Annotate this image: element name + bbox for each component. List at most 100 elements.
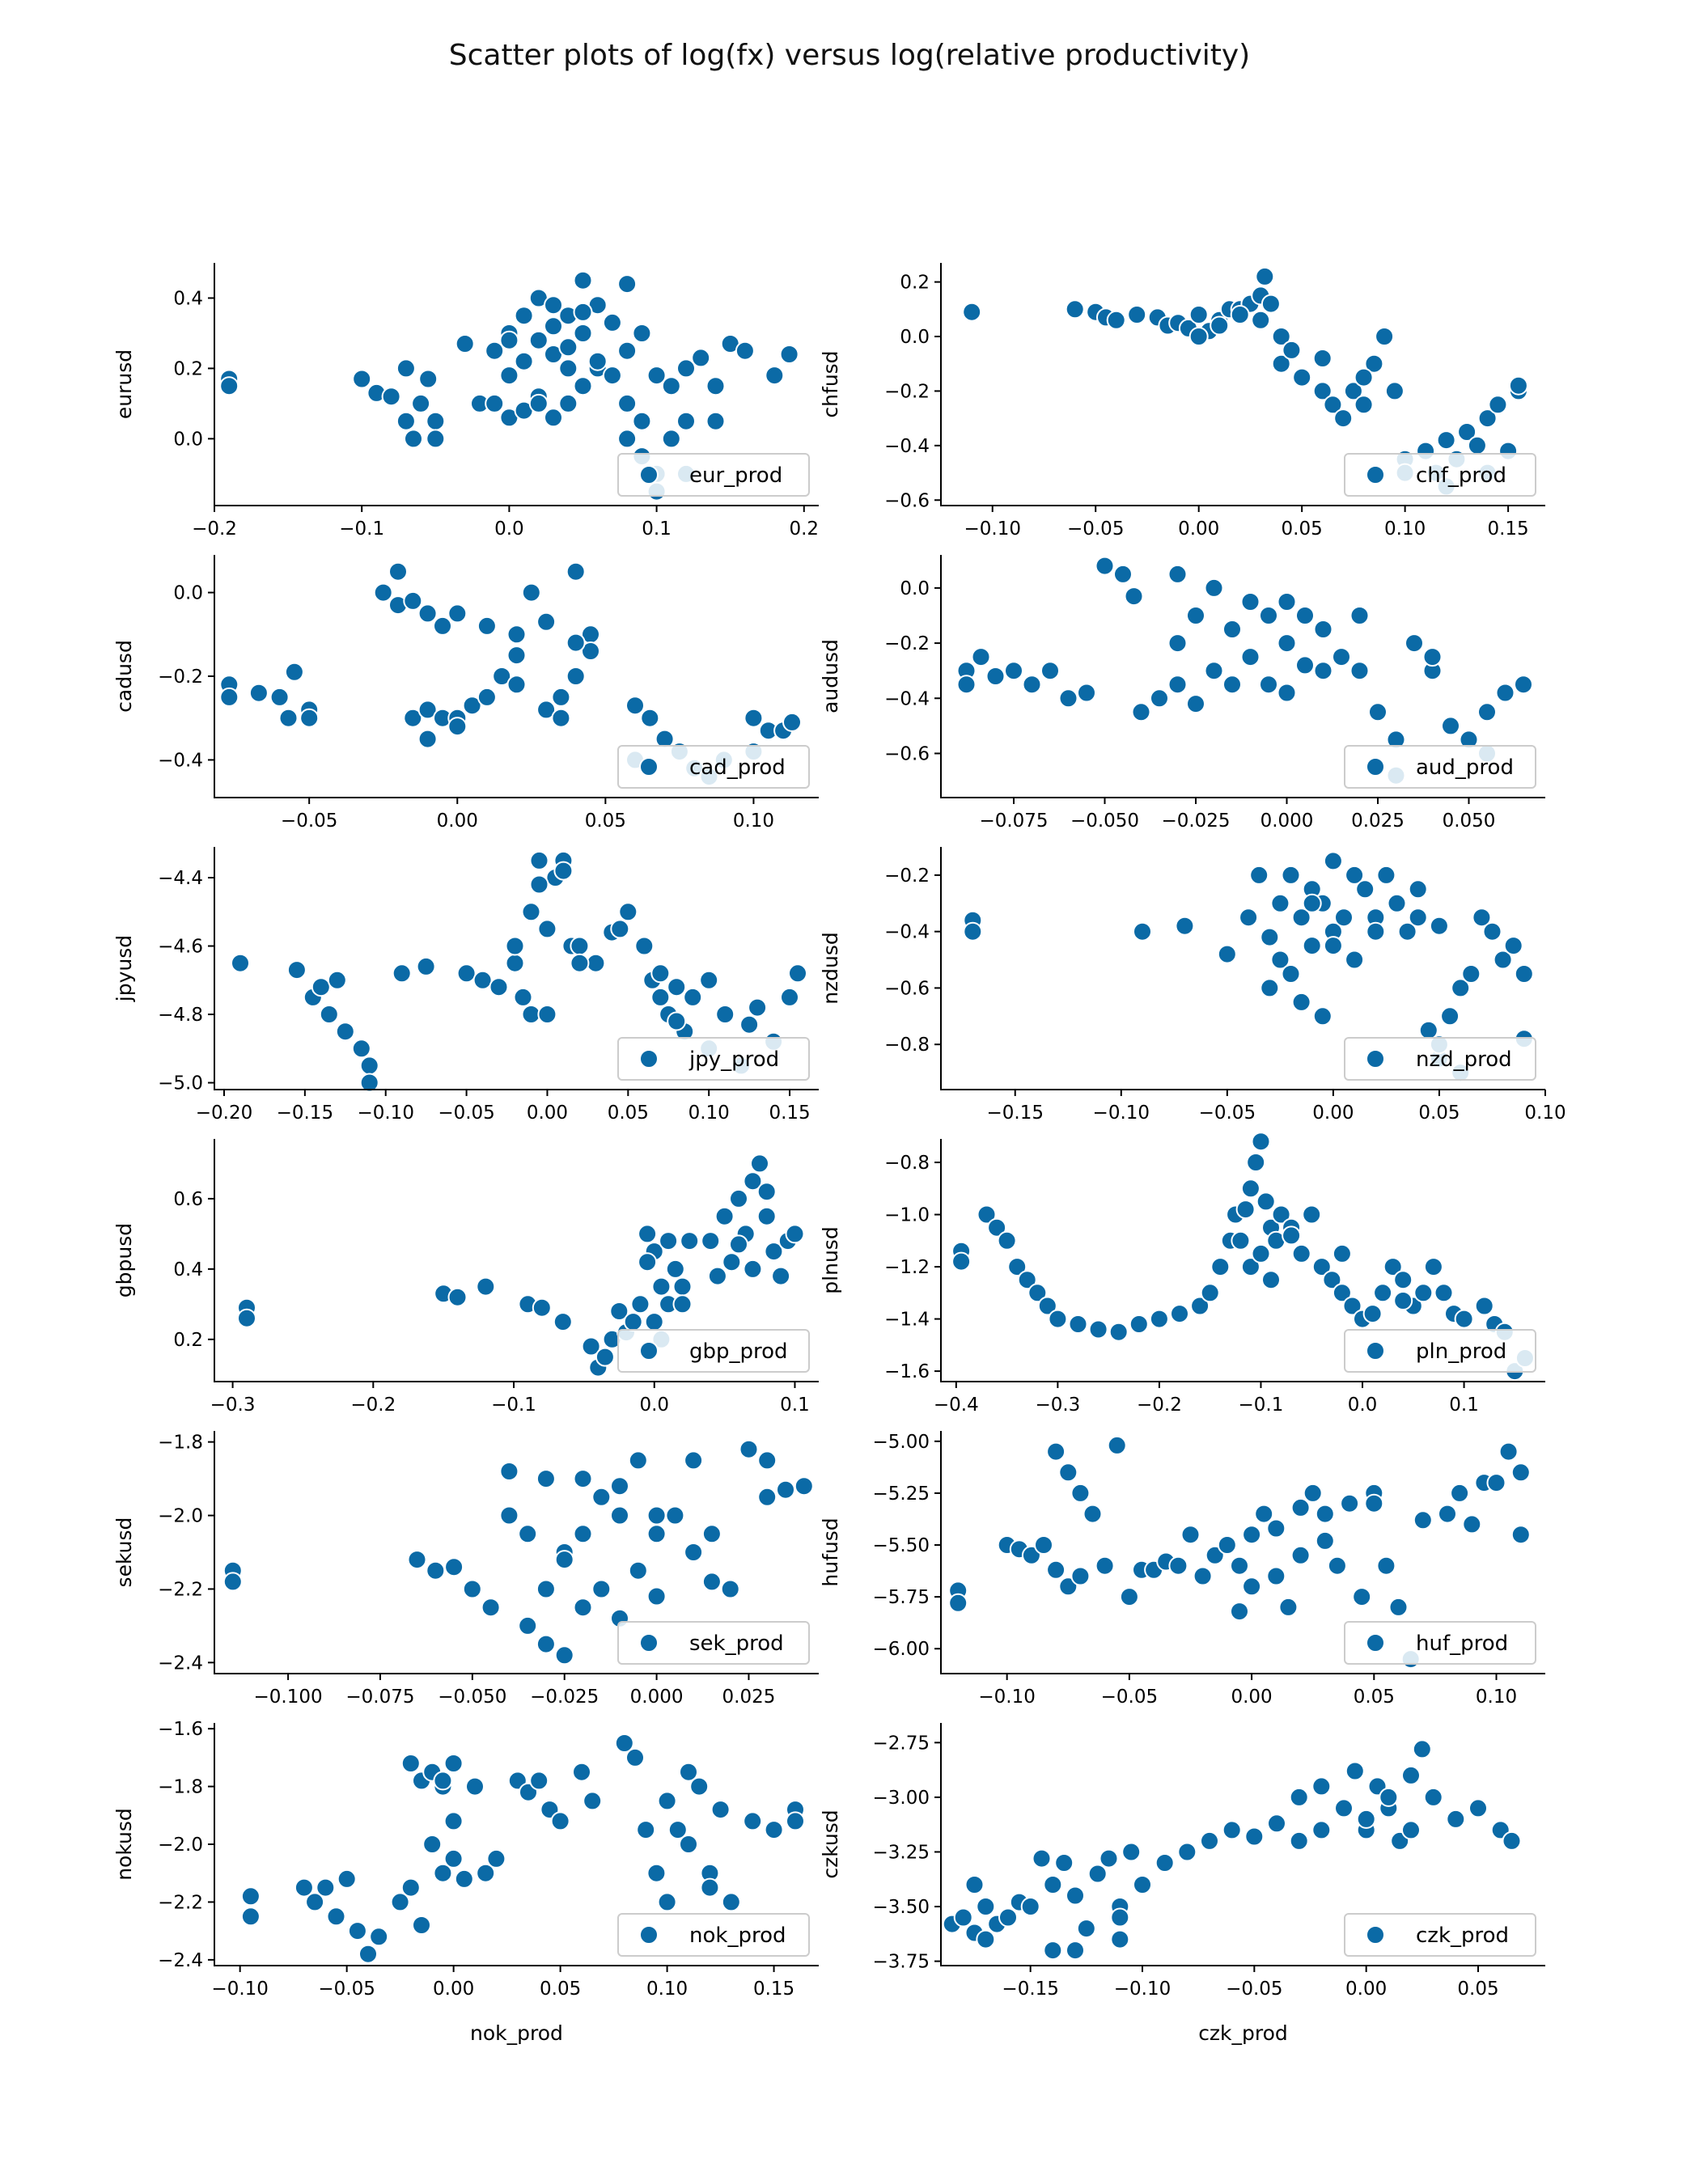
data-point bbox=[1066, 1886, 1085, 1906]
data-point bbox=[1333, 408, 1354, 429]
data-point bbox=[625, 696, 645, 716]
data-point bbox=[1510, 1462, 1531, 1483]
data-point bbox=[566, 667, 586, 686]
legend-label: nzd_prod bbox=[1416, 1048, 1512, 1072]
data-point bbox=[1222, 675, 1242, 695]
data-point bbox=[1434, 1283, 1454, 1303]
data-point bbox=[1095, 1555, 1115, 1576]
subplot-nzdusd: −0.15 −0.10 −0.05 0.00 0.05 0.10 −0.2 −0.4 −0.6 −… bbox=[819, 847, 1566, 1124]
data-point bbox=[1032, 1848, 1052, 1869]
y-tick-label: −1.8 bbox=[158, 1433, 203, 1454]
data-point bbox=[454, 1869, 474, 1889]
data-point bbox=[426, 411, 446, 431]
y-tick-label: −0.4 bbox=[884, 436, 930, 457]
legend-marker bbox=[1366, 757, 1385, 777]
y-tick-label: 0.0 bbox=[900, 327, 930, 348]
legend-plnusd: pln_prod bbox=[1344, 1329, 1536, 1373]
x-tick-label: −0.1 bbox=[1239, 1395, 1284, 1416]
data-point bbox=[710, 1800, 731, 1820]
x-tick-label: −0.1 bbox=[339, 518, 384, 540]
data-point bbox=[756, 1206, 777, 1226]
data-point bbox=[1457, 422, 1477, 442]
data-point bbox=[396, 358, 416, 379]
data-point bbox=[532, 1297, 552, 1318]
legend-nokusd: nok_prod bbox=[617, 1913, 810, 1957]
data-point bbox=[1087, 1864, 1108, 1884]
data-point bbox=[433, 1771, 453, 1791]
data-point bbox=[650, 987, 671, 1007]
legend-label: eur_prod bbox=[689, 463, 782, 488]
x-tick-label: −0.075 bbox=[345, 1687, 414, 1708]
legend-hufusd: huf_prod bbox=[1344, 1621, 1536, 1665]
data-point bbox=[536, 1579, 556, 1599]
data-point bbox=[1412, 1739, 1432, 1759]
data-point bbox=[1302, 936, 1322, 956]
y-tick-label: −4.8 bbox=[158, 1005, 203, 1026]
x-tick-label: 0.0 bbox=[494, 518, 524, 540]
data-point bbox=[1482, 921, 1502, 942]
legend-label: jpy_prod bbox=[688, 1048, 779, 1072]
data-point bbox=[477, 616, 497, 636]
y-tick-label: −1.6 bbox=[884, 1361, 930, 1382]
data-point bbox=[506, 645, 527, 666]
data-point bbox=[1167, 633, 1188, 654]
y-tick-label: −0.4 bbox=[884, 922, 930, 943]
data-point bbox=[1170, 1304, 1189, 1324]
x-tick-label: 0.050 bbox=[1443, 811, 1496, 832]
data-point bbox=[1502, 1831, 1522, 1851]
data-point bbox=[1397, 921, 1417, 942]
legend-box bbox=[617, 453, 810, 497]
data-point bbox=[1514, 675, 1533, 695]
x-tick-label: 0.000 bbox=[1260, 811, 1314, 832]
data-point bbox=[1291, 908, 1311, 928]
data-point bbox=[1240, 1179, 1260, 1199]
data-point bbox=[665, 1505, 685, 1526]
data-point bbox=[1472, 908, 1492, 928]
data-point bbox=[485, 341, 505, 361]
x-tick-label: 0.10 bbox=[646, 1979, 688, 2000]
legend-marker bbox=[639, 1341, 659, 1361]
data-point bbox=[1454, 1309, 1474, 1329]
data-point bbox=[529, 1771, 549, 1791]
data-point bbox=[1267, 1814, 1286, 1834]
data-point bbox=[1188, 305, 1209, 324]
y-tick-label: −2.2 bbox=[158, 1892, 203, 1913]
data-point bbox=[1498, 1441, 1519, 1462]
data-point bbox=[1255, 266, 1275, 286]
data-point bbox=[403, 708, 423, 728]
data-point bbox=[418, 369, 439, 389]
data-point bbox=[701, 1231, 721, 1251]
legend-label: nok_prod bbox=[689, 1924, 786, 1948]
data-point bbox=[1429, 916, 1449, 936]
data-point bbox=[381, 387, 401, 407]
data-point bbox=[644, 1312, 664, 1332]
y-tick-label: −0.2 bbox=[884, 633, 930, 654]
data-point bbox=[997, 1230, 1017, 1251]
data-point bbox=[586, 953, 606, 973]
data-point bbox=[1323, 936, 1343, 956]
legend-marker bbox=[1366, 465, 1385, 485]
data-point bbox=[1356, 1809, 1376, 1829]
y-tick-label: 0.2 bbox=[900, 273, 930, 294]
data-point bbox=[1340, 1493, 1360, 1513]
data-point bbox=[743, 1171, 763, 1191]
data-point bbox=[1244, 1826, 1265, 1847]
data-point bbox=[1180, 1525, 1201, 1545]
legend-box bbox=[1344, 745, 1536, 789]
data-point bbox=[638, 1252, 658, 1272]
data-point bbox=[1313, 661, 1333, 681]
data-point bbox=[1462, 1514, 1482, 1534]
data-point bbox=[1058, 1577, 1078, 1597]
data-point bbox=[667, 977, 687, 997]
data-point bbox=[1230, 1555, 1249, 1576]
data-point bbox=[1007, 1257, 1027, 1277]
legend-marker bbox=[1366, 1633, 1385, 1653]
data-point bbox=[646, 1586, 667, 1606]
data-point bbox=[506, 624, 527, 645]
data-point bbox=[550, 1811, 570, 1831]
data-point bbox=[573, 324, 593, 343]
data-point bbox=[1345, 865, 1365, 885]
data-point bbox=[788, 963, 807, 984]
data-point bbox=[1068, 1314, 1088, 1334]
y-tick-label: −0.6 bbox=[884, 743, 930, 764]
